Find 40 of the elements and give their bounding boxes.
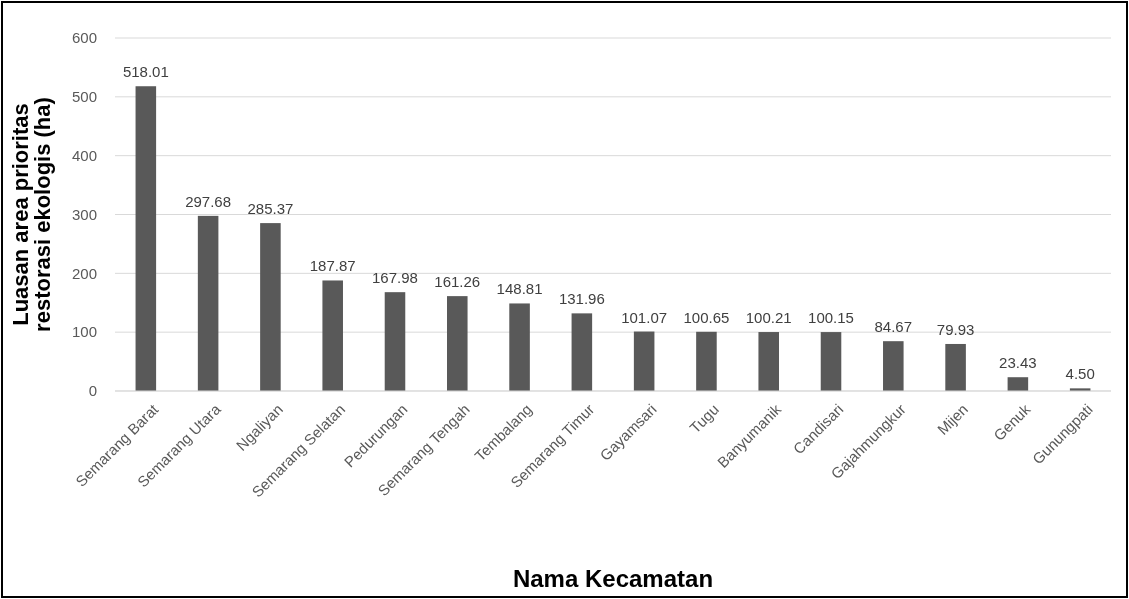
data-label: 148.81 (496, 280, 543, 298)
bar (509, 303, 530, 391)
y-tick-label: 500 (71, 88, 97, 106)
data-label: 131.96 (558, 290, 605, 308)
data-label: 4.50 (1065, 365, 1095, 383)
data-label: 187.87 (309, 257, 356, 275)
data-label: 100.15 (808, 309, 854, 327)
bar (197, 215, 219, 391)
bar (883, 341, 904, 391)
y-tick-label: 100 (71, 323, 97, 341)
y-axis-title: Luasan area prioritas restorasi ekologis (ha) (8, 97, 55, 332)
data-label: 100.21 (745, 309, 792, 327)
y-tick-label: 200 (71, 264, 97, 282)
bar (135, 86, 157, 391)
bar (758, 332, 779, 391)
data-label: 161.26 (434, 273, 481, 291)
data-label: 100.65 (683, 308, 730, 326)
data-label: 297.68 (185, 192, 232, 210)
bar (260, 223, 281, 391)
x-axis-title: Nama Kecamatan (512, 565, 714, 592)
bar (945, 343, 966, 391)
data-label: 84.67 (874, 318, 913, 336)
bar (571, 313, 593, 391)
y-tick-label: 300 (71, 205, 97, 223)
bar (384, 292, 406, 391)
bar (1007, 377, 1029, 391)
y-tick-label: 600 (71, 29, 97, 47)
bar (820, 332, 842, 391)
bar (447, 296, 468, 391)
bar (322, 280, 343, 391)
data-label: 79.93 (936, 320, 975, 338)
y-tick-label: 400 (71, 146, 97, 164)
y-tick-label: 0 (88, 382, 97, 400)
bar (633, 331, 655, 391)
data-label: 23.43 (999, 354, 1037, 372)
data-label: 285.37 (247, 200, 294, 218)
bar (696, 331, 717, 391)
data-label: 101.07 (621, 308, 668, 326)
data-label: 167.98 (372, 269, 418, 287)
data-label: 518.01 (122, 63, 169, 81)
